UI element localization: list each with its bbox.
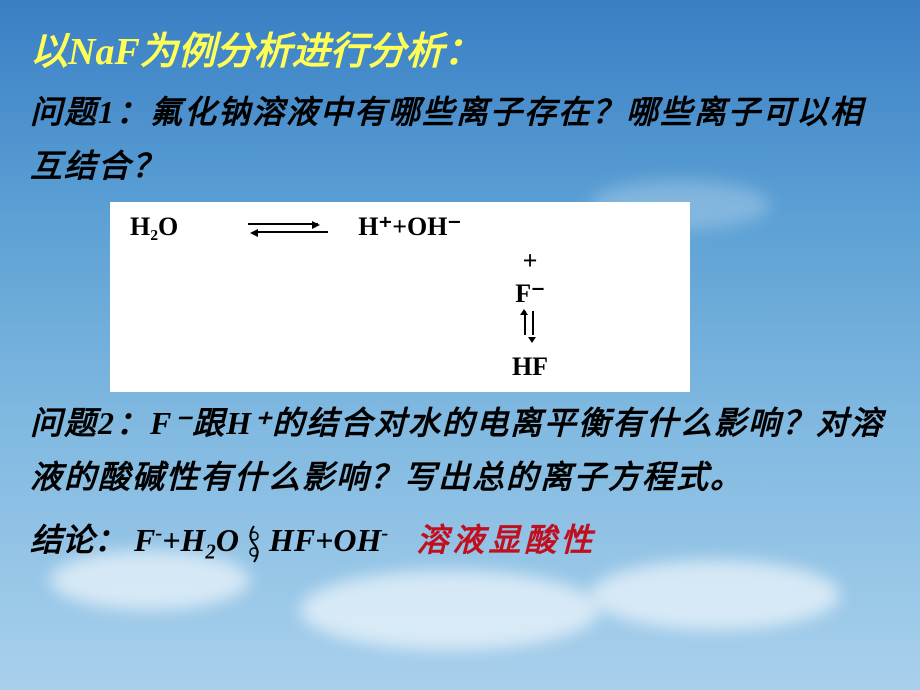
eq-h2o: H₂O [130,210,178,244]
eq-f-minus: F⁻ [390,277,670,311]
eq-updown-arrow [390,311,670,350]
eq-hf: HF [390,350,670,384]
slide-content: 以NaF为例分析进行分析： 问题1：氟化钠溶液中有哪些离子存在？哪些离子可以相互… [0,0,920,584]
sub-2: 2 [205,540,215,563]
sup-minus-2: - [381,521,388,544]
o: O [216,522,239,558]
slide-title: 以NaF为例分析进行分析： [30,20,890,75]
conclusion-acidic: 溶液显酸性 [416,522,596,558]
conclusion-line: 结论： F-+H2OHF+OH- 溶液显酸性 [30,515,890,564]
equation-box: H₂O H⁺ + OH⁻ + F⁻ HF [110,202,690,392]
plus-h: +H [162,522,205,558]
equilibrium-icon [239,522,269,564]
eq-h-plus: H⁺ [358,210,392,244]
hf-oh: HF+OH [269,522,381,558]
eq-row-water-dissociation: H₂O H⁺ + OH⁻ [130,210,670,244]
question-1: 问题1：氟化钠溶液中有哪些离子存在？哪些离子可以相互结合？ [30,85,890,194]
eq-plus-below: + [390,244,670,278]
conclusion-label: 结论： [30,522,126,558]
conclusion-formula: F-+H2OHF+OH- [134,522,396,558]
eq-oh-minus: OH⁻ [407,210,461,244]
f: F [134,522,155,558]
question-2: 问题2：F⁻跟H⁺的结合对水的电离平衡有什么影响？对溶液的酸碱性有什么影响？写出… [30,396,890,505]
eq-plus: + [392,210,407,244]
